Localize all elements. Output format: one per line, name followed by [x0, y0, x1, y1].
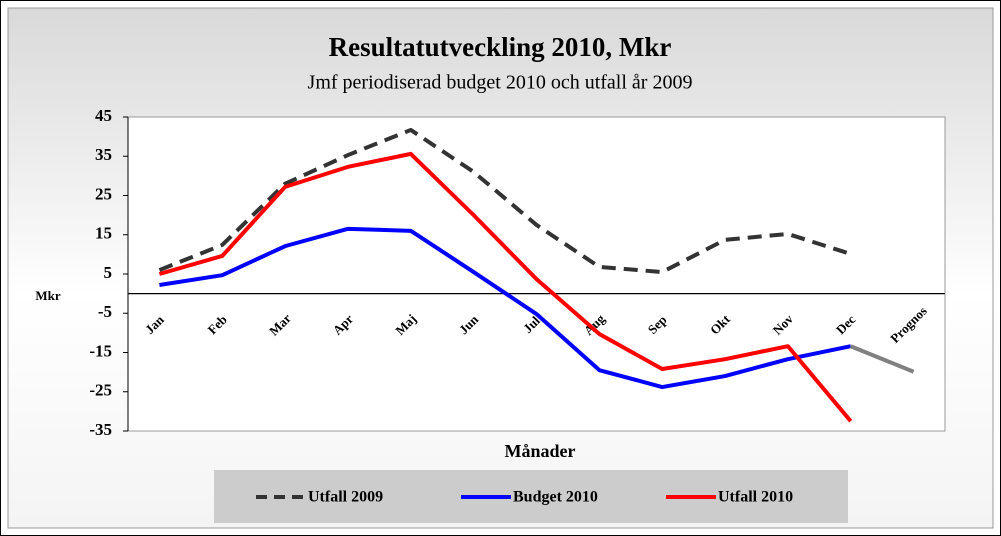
y-tick-label: -35: [89, 420, 112, 439]
y-axis-label: Mkr: [35, 288, 61, 303]
y-tick-label: -25: [89, 381, 112, 400]
series-line: [158, 127, 852, 275]
legend-label: Utfall 2010: [718, 489, 793, 506]
series-line: [159, 226, 852, 390]
series-line: [158, 151, 853, 423]
y-tick-label: 25: [95, 184, 112, 203]
legend-box: [214, 470, 848, 523]
y-tick-label: -15: [89, 341, 112, 360]
legend-label: Utfall 2009: [308, 489, 383, 506]
y-tick-label: 15: [95, 224, 112, 243]
y-tick-label: 5: [104, 263, 113, 282]
legend-label: Budget 2010: [513, 489, 598, 506]
plot-area: [127, 116, 946, 432]
x-axis-label: Månader: [505, 441, 576, 461]
chart-title: Resultatutveckling 2010, Mkr: [329, 32, 672, 62]
y-tick-label: -5: [98, 302, 112, 321]
y-tick-label: 35: [95, 145, 112, 164]
series-line: [849, 344, 915, 374]
chart-subtitle: Jmf periodiserad budget 2010 och utfall …: [308, 72, 693, 94]
y-tick-label: 45: [95, 106, 112, 125]
